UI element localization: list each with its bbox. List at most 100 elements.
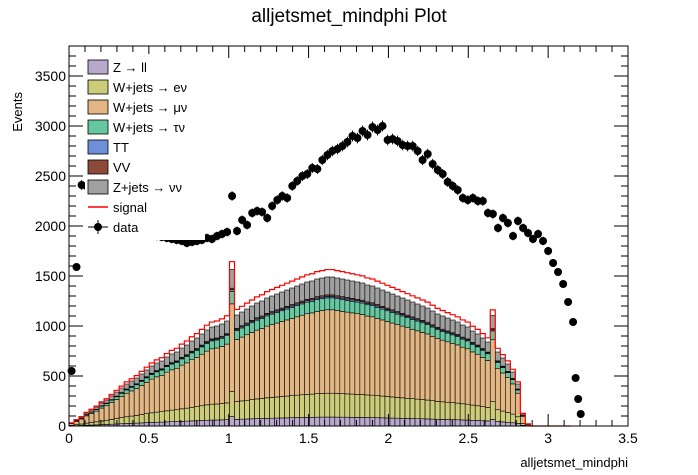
bar-1-bin-32 [229, 391, 235, 417]
bar-1-bin-88 [510, 413, 516, 424]
bar-1-bin-7 [103, 419, 110, 425]
bar-2-bin-59 [364, 315, 371, 396]
data-point-0 [67, 367, 76, 375]
bar-3-bin-54 [339, 299, 346, 312]
y-tick-label-0: 0 [58, 418, 66, 434]
bar-3-bin-24 [189, 352, 195, 360]
x-tick-label-2: 1 [225, 430, 233, 446]
data-point-33 [233, 227, 242, 235]
data-point-43 [283, 194, 292, 202]
bar-2-bin-54 [339, 311, 346, 394]
bar-6-bin-30 [219, 323, 225, 337]
bar-0-bin-45 [294, 417, 300, 427]
data-point-92 [528, 235, 537, 243]
legend-label-0: Z → ll [113, 60, 147, 75]
bar-2-bin-55 [344, 311, 351, 395]
y-axis-label: Events [10, 92, 25, 132]
bar-3-bin-78 [459, 338, 466, 348]
legend-swatch-6 [87, 179, 109, 195]
bar-2-bin-76 [449, 343, 456, 403]
bar-3-bin-34 [239, 327, 245, 338]
bar-0-bin-74 [439, 419, 446, 427]
bar-0-bin-39 [264, 418, 270, 427]
bar-6-bin-48 [309, 280, 316, 299]
bar-6-bin-50 [319, 277, 326, 297]
bar-0-bin-65 [394, 417, 401, 427]
bar-3-bin-83 [484, 353, 491, 361]
bar-2-bin-61 [374, 318, 381, 396]
data-point-44 [288, 182, 297, 190]
bar-6-bin-27 [204, 329, 210, 342]
bar-6-bin-14 [138, 373, 145, 381]
data-point-96 [549, 259, 558, 267]
bar-3-bin-48 [309, 300, 316, 314]
bar-0-bin-27 [204, 419, 210, 427]
x-tick-label-5: 2.5 [459, 430, 479, 446]
bar-1-bin-84 [489, 401, 496, 420]
bar-2-bin-13 [133, 388, 140, 416]
data-point-47 [303, 170, 312, 178]
bar-3-bin-51 [324, 297, 331, 311]
bar-1-bin-12 [128, 415, 135, 424]
data-point-71 [423, 150, 432, 158]
bar-0-bin-29 [214, 419, 220, 427]
bar-2-bin-75 [444, 341, 451, 403]
bar-1-bin-38 [259, 398, 265, 419]
bar-3-bin-66 [399, 315, 406, 327]
bar-3-bin-23 [184, 356, 190, 364]
data-point-39 [263, 214, 272, 222]
data-point-101 [571, 374, 580, 382]
bar-1-bin-40 [269, 397, 275, 419]
bar-6-bin-41 [274, 293, 280, 311]
bar-2-bin-31 [224, 343, 230, 404]
bar-3-bin-88 [510, 379, 516, 385]
bar-6-bin-83 [484, 341, 491, 353]
bar-3-bin-67 [404, 317, 411, 329]
data-point-31 [223, 228, 232, 236]
bar-0-bin-63 [384, 417, 391, 427]
bar-3-bin-85 [494, 362, 501, 369]
x-tick-label-6: 3 [544, 430, 552, 446]
bar-6-bin-63 [384, 291, 391, 309]
bar-3-bin-87 [505, 372, 511, 378]
bar-2-bin-41 [274, 322, 280, 398]
bar-3-bin-38 [259, 318, 265, 329]
bar-6-bin-69 [414, 303, 421, 319]
bar-0-bin-53 [334, 416, 341, 427]
bar-6-bin-13 [133, 377, 140, 385]
bar-2-bin-67 [404, 327, 411, 399]
y-tick-label-3: 1500 [35, 268, 66, 284]
bar-3-bin-81 [474, 346, 481, 355]
bar-2-bin-77 [454, 344, 461, 404]
bar-0-bin-21 [174, 421, 180, 427]
bar-2-bin-29 [214, 347, 220, 405]
bar-3-bin-9 [113, 396, 120, 400]
bar-1-bin-35 [244, 399, 250, 420]
bar-0-bin-50 [319, 416, 326, 427]
bar-1-bin-22 [179, 408, 185, 422]
bar-3-bin-33 [234, 330, 240, 340]
bar-2-bin-62 [379, 319, 386, 397]
bar-1-bin-54 [339, 393, 346, 418]
bar-6-bin-67 [404, 299, 411, 316]
bar-6-bin-34 [239, 311, 245, 326]
bar-2-bin-50 [319, 310, 326, 394]
bar-1-bin-46 [299, 394, 306, 418]
bar-6-bin-6 [98, 402, 105, 407]
bar-2-bin-85 [494, 367, 501, 411]
bar-0-bin-23 [184, 420, 190, 427]
bar-1-bin-65 [394, 397, 401, 419]
bar-0-bin-78 [459, 419, 466, 427]
bar-2-bin-79 [464, 348, 471, 405]
bar-0-bin-83 [484, 420, 491, 427]
legend-label-8: data [113, 220, 139, 235]
bar-2-bin-33 [234, 339, 240, 402]
bar-1-bin-41 [274, 396, 280, 419]
data-point-69 [413, 147, 422, 155]
bar-3-bin-62 [379, 308, 386, 321]
bar-1-bin-86 [499, 410, 506, 423]
legend-label-5: VV [113, 160, 131, 175]
data-point-40 [268, 202, 277, 210]
bar-6-bin-2 [78, 416, 85, 419]
bar-6-bin-84 [489, 315, 496, 329]
